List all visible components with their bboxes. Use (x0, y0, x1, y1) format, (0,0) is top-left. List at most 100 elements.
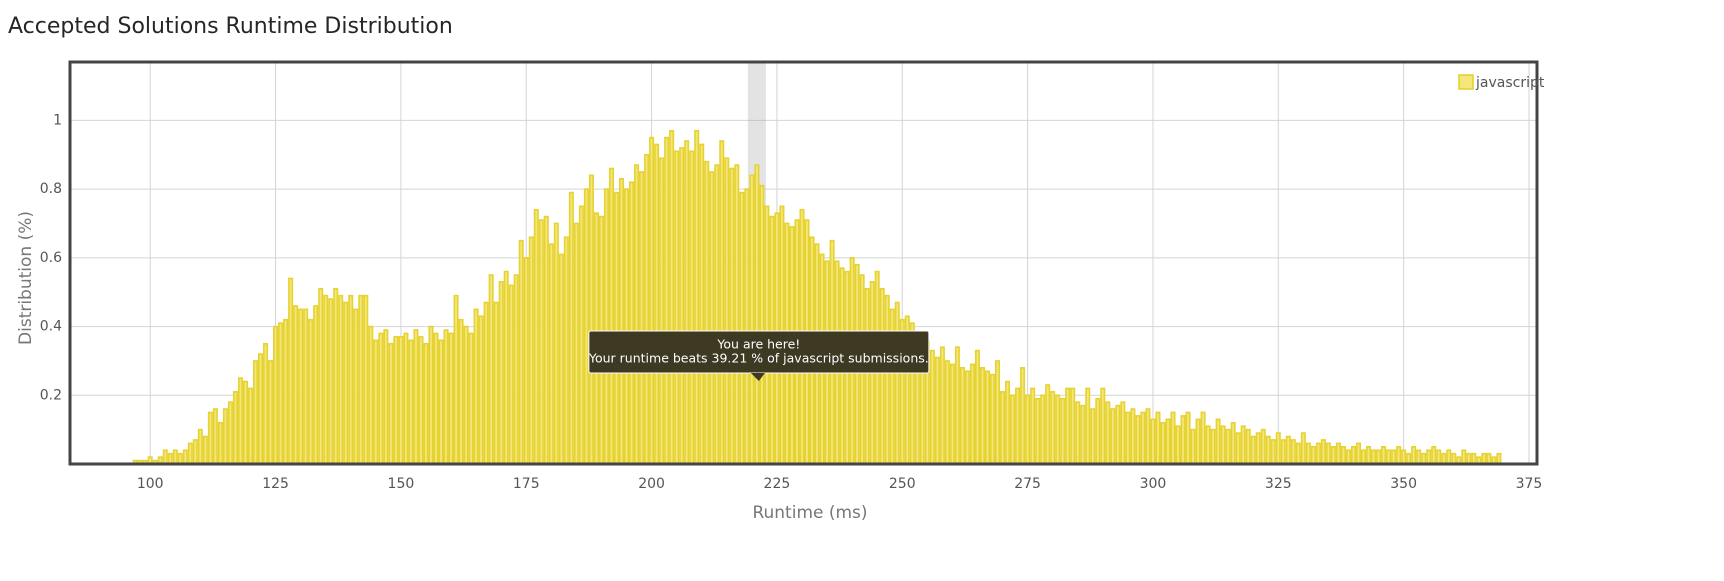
bar (588, 174, 594, 465)
bar (578, 205, 584, 465)
bar (944, 360, 950, 465)
bar (1376, 449, 1382, 465)
bar (1010, 394, 1016, 465)
bar (664, 136, 670, 465)
bar (293, 305, 299, 465)
tooltip-pointer (750, 373, 765, 381)
bar (1160, 421, 1166, 465)
y-tick-label: 0.8 (40, 181, 62, 197)
bar (1335, 442, 1341, 465)
bar (523, 257, 529, 465)
bar (298, 308, 304, 465)
bar (202, 435, 208, 465)
bar (1451, 452, 1457, 465)
bar (438, 339, 444, 465)
bar (613, 191, 619, 465)
bar (1100, 387, 1106, 465)
bar (553, 222, 559, 465)
bar (1265, 435, 1271, 465)
bar (1155, 411, 1161, 465)
x-tick-label: 325 (1265, 476, 1292, 492)
bar (629, 181, 635, 465)
bar (1305, 442, 1311, 465)
bar (1340, 446, 1346, 465)
bar (353, 308, 359, 465)
bar (618, 178, 625, 465)
bar (1441, 452, 1447, 465)
bar (1025, 394, 1031, 465)
bar (338, 294, 344, 465)
bar (1015, 387, 1021, 465)
bar (568, 191, 574, 465)
x-tick-label: 125 (262, 476, 289, 492)
bar (864, 287, 870, 465)
bar (1391, 449, 1397, 465)
bar (1270, 439, 1276, 465)
bar (413, 329, 419, 465)
bar (1350, 446, 1357, 465)
bar (273, 325, 279, 465)
bar (1401, 449, 1407, 465)
bar (1065, 387, 1071, 465)
x-tick-label: 300 (1140, 476, 1167, 492)
bar (1245, 428, 1251, 465)
bar (393, 336, 399, 465)
bar (990, 373, 996, 465)
bar (694, 129, 700, 465)
bar (373, 339, 379, 465)
bar (1185, 411, 1191, 465)
bar (1235, 432, 1241, 465)
bar (468, 332, 474, 465)
bar (1285, 435, 1291, 465)
x-tick-label: 150 (388, 476, 415, 492)
bar (1195, 418, 1201, 465)
bar (237, 377, 243, 465)
bar (1421, 452, 1427, 465)
bar (739, 191, 745, 465)
bar (744, 188, 750, 465)
bar (669, 129, 675, 465)
bar (328, 298, 334, 465)
bar (974, 349, 980, 465)
bar (318, 287, 324, 465)
bar (1210, 428, 1216, 465)
bar (1040, 394, 1046, 465)
bar (212, 408, 218, 465)
plot-frame (68, 60, 1539, 466)
bar (1386, 449, 1392, 465)
bar (754, 164, 760, 465)
bar (558, 253, 564, 465)
bar (894, 301, 900, 465)
bar (263, 342, 269, 465)
bar (1436, 449, 1442, 465)
bar (458, 318, 464, 465)
bar (453, 294, 459, 465)
bar (1330, 446, 1336, 465)
bar (268, 360, 274, 465)
bar (1130, 408, 1136, 465)
bar (1411, 446, 1417, 465)
bar (398, 336, 404, 465)
bar (1406, 452, 1412, 465)
bar (1486, 452, 1492, 465)
bar (1325, 442, 1331, 465)
bar (278, 322, 284, 465)
bar (368, 325, 374, 465)
bar (333, 287, 339, 465)
bar (1095, 397, 1101, 465)
bar (1416, 449, 1422, 465)
bar (1115, 404, 1121, 465)
bar (699, 143, 705, 465)
bar (1230, 421, 1236, 465)
bar (348, 294, 354, 465)
bar (1020, 366, 1026, 465)
bar (1381, 446, 1387, 465)
bar (639, 171, 645, 465)
bar (1150, 418, 1156, 465)
bar (749, 174, 755, 465)
bar (1090, 408, 1096, 465)
bar (443, 329, 449, 465)
bar (1290, 439, 1296, 465)
bar (1295, 442, 1301, 465)
bar (659, 157, 665, 465)
